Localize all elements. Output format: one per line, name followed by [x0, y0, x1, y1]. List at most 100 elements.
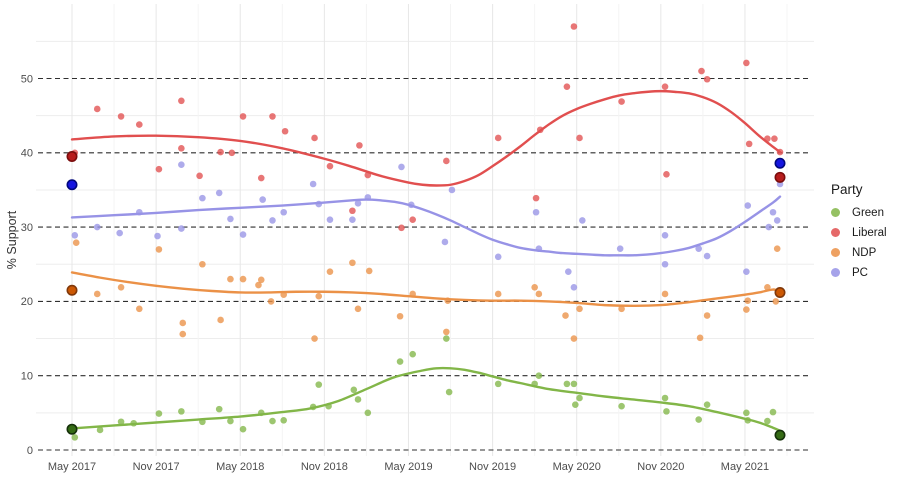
- x-tick-label: May 2017: [48, 461, 96, 473]
- green-poll-point: [178, 408, 185, 415]
- liberal-poll-point: [93, 105, 101, 113]
- legend-item-label: Liberal: [852, 226, 887, 239]
- pc-poll-point: [769, 208, 777, 216]
- ndp-poll-point: [696, 334, 704, 342]
- pc-poll-point: [199, 194, 206, 202]
- legend-item-label: NDP: [852, 246, 877, 259]
- pc-poll-point: [239, 231, 247, 238]
- ndp-poll-point: [396, 312, 404, 320]
- liberal-poll-point: [135, 121, 143, 128]
- x-tick-label: May 2019: [384, 461, 432, 473]
- liberal-poll-point: [356, 142, 363, 149]
- green-poll-point: [269, 417, 276, 425]
- election-result-points: [66, 151, 786, 441]
- x-tick-label: Nov 2018: [301, 461, 348, 473]
- liberal-poll-point: [326, 162, 334, 170]
- green-poll-point: [618, 402, 625, 410]
- pc-poll-point: [71, 231, 79, 239]
- ndp-poll-point: [661, 290, 669, 298]
- pc-poll-point: [695, 245, 702, 252]
- green-poll-point: [535, 372, 543, 380]
- liberal-poll-point: [217, 148, 224, 156]
- green-poll-point: [96, 426, 104, 434]
- pc-poll-point: [441, 238, 449, 246]
- liberal-election-result-point: [774, 171, 786, 183]
- green-poll-point: [695, 416, 702, 423]
- pc-poll-point: [765, 223, 773, 231]
- ndp-poll-point: [227, 275, 234, 283]
- x-tick-label: May 2021: [721, 461, 769, 473]
- liberal-poll-point: [576, 134, 583, 142]
- y-tick-label: 10: [21, 371, 33, 383]
- green-poll-point: [743, 409, 750, 417]
- ndp-poll-point: [349, 259, 356, 267]
- liberal-election-result-point: [66, 151, 78, 163]
- green-poll-point: [409, 350, 416, 358]
- gridlines: [36, 4, 814, 456]
- liberal-poll-point: [155, 165, 163, 173]
- green-election-result-point: [66, 423, 78, 435]
- green-poll-point: [239, 425, 247, 433]
- green-poll-point: [572, 401, 579, 408]
- y-tick-label: 40: [21, 148, 33, 160]
- ndp-poll-point: [72, 239, 80, 247]
- liberal-poll-point: [281, 127, 289, 135]
- liberal-poll-point: [771, 135, 778, 142]
- green-poll-point: [155, 410, 163, 417]
- green-election-result-point: [774, 429, 786, 441]
- green-trend-line: [70, 366, 782, 432]
- y-tick-label: 50: [21, 73, 33, 85]
- ndp-poll-point: [618, 305, 625, 313]
- pc-poll-point: [116, 229, 123, 237]
- x-tick-label: Nov 2017: [133, 461, 180, 473]
- ndp-poll-point: [326, 268, 334, 275]
- green-poll-point: [445, 388, 453, 396]
- ndp-poll-point: [772, 298, 780, 305]
- liberal-poll-point: [494, 134, 502, 142]
- green-poll-point: [563, 380, 571, 388]
- green-poll-point: [663, 408, 670, 415]
- poll-series: [70, 23, 784, 441]
- green-poll-point: [117, 418, 125, 426]
- legend-item-label: PC: [852, 266, 868, 279]
- liberal-poll-point: [196, 172, 203, 180]
- pc-poll-point: [448, 186, 456, 194]
- liberal-poll-point: [117, 113, 125, 120]
- ndp-poll-point: [311, 335, 318, 342]
- pc-poll-point: [773, 217, 781, 224]
- liberal-poll-point: [661, 83, 669, 90]
- ndp-poll-point: [365, 267, 373, 275]
- ndp-trend-line: [70, 271, 782, 308]
- pc-poll-point: [178, 161, 185, 168]
- pc-poll-point: [349, 216, 356, 223]
- pc-poll-point: [354, 200, 362, 207]
- liberal-poll-point: [618, 98, 625, 105]
- pc-poll-point: [215, 189, 223, 197]
- green-legend-dot-icon: [831, 208, 840, 217]
- ndp-poll-point: [773, 245, 781, 252]
- ndp-poll-point: [531, 283, 538, 291]
- pc-poll-point: [227, 215, 234, 223]
- x-tick-label: Nov 2020: [637, 461, 684, 473]
- liberal-poll-point: [745, 140, 753, 148]
- green-poll-point: [443, 335, 450, 342]
- liberal-poll-point: [228, 149, 236, 157]
- x-tick-label: May 2018: [216, 461, 264, 473]
- liberal-poll-point: [663, 171, 670, 178]
- ndp-poll-point: [562, 312, 569, 319]
- y-tick-label: 30: [21, 222, 33, 234]
- pc-poll-point: [579, 217, 586, 224]
- ndp-poll-point: [135, 305, 143, 313]
- green-poll-point: [703, 401, 711, 408]
- ndp-poll-point: [703, 312, 711, 319]
- legend-title: Party: [831, 182, 863, 197]
- pc-poll-point: [269, 217, 276, 224]
- pc-poll-point: [565, 268, 572, 275]
- liberal-poll-point: [398, 224, 405, 232]
- ndp-poll-point: [443, 328, 450, 336]
- pc-poll-point: [154, 232, 161, 240]
- pc-poll-point: [703, 252, 711, 260]
- green-poll-point: [364, 409, 372, 417]
- pc-poll-point: [326, 216, 334, 223]
